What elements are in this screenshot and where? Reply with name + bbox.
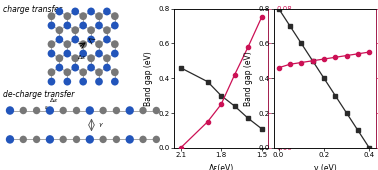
Circle shape: [79, 40, 87, 48]
Circle shape: [113, 107, 120, 114]
Circle shape: [6, 106, 14, 115]
Circle shape: [111, 40, 119, 48]
Circle shape: [99, 107, 107, 114]
Circle shape: [103, 64, 111, 72]
Circle shape: [125, 106, 134, 115]
Circle shape: [79, 68, 87, 76]
Circle shape: [64, 22, 71, 29]
X-axis label: Δε(eV): Δε(eV): [209, 164, 234, 170]
Circle shape: [95, 40, 103, 48]
Circle shape: [95, 22, 103, 29]
Circle shape: [48, 50, 55, 57]
Circle shape: [64, 78, 71, 86]
Circle shape: [71, 64, 79, 72]
Circle shape: [71, 36, 79, 44]
Circle shape: [95, 50, 103, 57]
Circle shape: [60, 107, 67, 114]
Circle shape: [111, 12, 119, 20]
Circle shape: [103, 36, 111, 44]
Circle shape: [95, 68, 103, 76]
Text: de-charge transfer: de-charge transfer: [3, 90, 75, 99]
Circle shape: [71, 54, 79, 62]
Circle shape: [113, 136, 120, 143]
Circle shape: [48, 40, 55, 48]
Text: $\Delta\varepsilon$: $\Delta\varepsilon$: [77, 53, 86, 61]
Circle shape: [48, 78, 55, 86]
Circle shape: [103, 7, 111, 15]
Text: $\gamma$: $\gamma$: [98, 121, 104, 129]
Circle shape: [64, 68, 71, 76]
Circle shape: [46, 135, 54, 144]
Circle shape: [79, 22, 87, 29]
Circle shape: [86, 135, 94, 144]
Circle shape: [33, 107, 40, 114]
Circle shape: [87, 64, 95, 72]
Text: $\Delta\varepsilon$: $\Delta\varepsilon$: [48, 96, 58, 104]
Circle shape: [64, 12, 71, 20]
X-axis label: γ (eV): γ (eV): [314, 164, 336, 170]
Circle shape: [73, 136, 80, 143]
Circle shape: [56, 54, 63, 62]
Circle shape: [73, 107, 80, 114]
Circle shape: [111, 78, 119, 86]
Circle shape: [87, 26, 95, 34]
Circle shape: [64, 40, 71, 48]
Circle shape: [48, 68, 55, 76]
Circle shape: [139, 107, 147, 114]
Circle shape: [56, 36, 63, 44]
Circle shape: [153, 107, 160, 114]
Circle shape: [125, 135, 134, 144]
Circle shape: [71, 26, 79, 34]
Circle shape: [87, 54, 95, 62]
Circle shape: [6, 135, 14, 144]
Circle shape: [111, 22, 119, 29]
Circle shape: [56, 7, 63, 15]
Circle shape: [56, 64, 63, 72]
Circle shape: [33, 136, 40, 143]
Circle shape: [71, 7, 79, 15]
Circle shape: [48, 22, 55, 29]
Circle shape: [139, 136, 147, 143]
Circle shape: [95, 12, 103, 20]
Circle shape: [103, 54, 111, 62]
Circle shape: [95, 78, 103, 86]
Circle shape: [60, 136, 67, 143]
Circle shape: [86, 106, 94, 115]
Circle shape: [79, 78, 87, 86]
Circle shape: [103, 26, 111, 34]
Circle shape: [87, 36, 95, 44]
Y-axis label: Band gap (eV): Band gap (eV): [144, 51, 153, 106]
Circle shape: [111, 50, 119, 57]
Circle shape: [79, 50, 87, 57]
Circle shape: [46, 106, 54, 115]
Text: $\varepsilon$: $\varepsilon$: [44, 104, 49, 111]
Circle shape: [20, 136, 27, 143]
Y-axis label: De-charge transfer (e): De-charge transfer (e): [293, 35, 302, 121]
Circle shape: [99, 136, 107, 143]
Circle shape: [79, 12, 87, 20]
Text: charge transfer: charge transfer: [3, 5, 62, 14]
Circle shape: [20, 107, 27, 114]
Circle shape: [64, 50, 71, 57]
Circle shape: [48, 12, 55, 20]
Circle shape: [87, 7, 95, 15]
Y-axis label: Band gap (eV): Band gap (eV): [244, 51, 253, 106]
Circle shape: [153, 136, 160, 143]
Circle shape: [56, 26, 63, 34]
Circle shape: [111, 68, 119, 76]
